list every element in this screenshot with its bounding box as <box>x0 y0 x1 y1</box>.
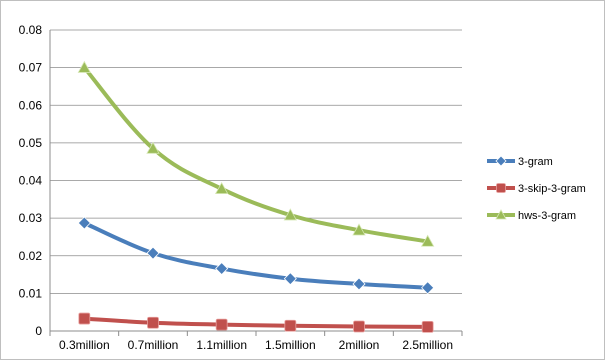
data-point <box>352 277 366 291</box>
series-hws-3-gram <box>77 60 435 247</box>
legend-entry: 3-skip-3-gram <box>487 183 586 195</box>
y-tick-label: 0 <box>35 324 42 338</box>
legend-marker <box>495 155 507 167</box>
data-point <box>283 208 298 221</box>
y-tick-label: 0.04 <box>19 174 43 188</box>
data-point <box>78 312 91 325</box>
data-point <box>420 234 435 247</box>
y-tick-label: 0.03 <box>19 211 43 225</box>
y-tick-label: 0.07 <box>19 61 43 75</box>
series-3-skip-3-gram <box>78 312 434 333</box>
legend-label: 3-gram <box>518 156 553 168</box>
legend-marker <box>495 209 507 220</box>
series-line <box>82 316 430 329</box>
series-line <box>82 65 430 244</box>
x-tick-label: 1.5million <box>265 338 316 352</box>
y-tick-label: 0.08 <box>19 23 43 37</box>
data-point <box>146 141 160 154</box>
y-tick-labels: 0 0.01 0.02 0.03 0.04 0.05 0.06 0.07 0.08 <box>19 23 43 338</box>
legend-label: 3-skip-3-gram <box>518 183 586 195</box>
legend: 3-gram 3-skip-3-gram hws-3-gram <box>487 155 586 222</box>
data-point <box>421 320 434 333</box>
data-point <box>146 246 160 260</box>
x-tick-label: 1.1million <box>196 338 247 352</box>
axes <box>49 30 463 336</box>
data-point <box>214 181 229 194</box>
data-point <box>283 272 297 286</box>
legend-entry: hws-3-gram <box>487 209 576 222</box>
series-3-gram <box>77 216 435 295</box>
y-tick-label: 0.06 <box>19 98 43 112</box>
data-point <box>421 281 435 295</box>
x-tick-labels: 0.3million 0.7million 1.1million 1.5million… <box>59 338 453 352</box>
data-point <box>77 60 92 73</box>
grid-lines <box>50 29 462 294</box>
data-point <box>352 223 366 236</box>
data-point <box>215 318 228 331</box>
legend-label: hws-3-gram <box>518 210 576 222</box>
data-point <box>284 319 297 332</box>
data-point <box>353 320 365 333</box>
data-point <box>215 261 229 276</box>
series <box>77 60 435 333</box>
data-point <box>77 216 91 230</box>
legend-entry: 3-gram <box>487 155 553 168</box>
legend-marker <box>496 183 506 193</box>
x-tick-label: 0.7million <box>128 338 179 352</box>
y-tick-label: 0.05 <box>19 136 43 150</box>
data-point <box>147 316 159 329</box>
series-line <box>82 221 430 290</box>
y-tick-label: 0.01 <box>19 286 43 300</box>
x-tick-label: 2million <box>339 338 380 352</box>
x-tick-label: 2.5million <box>402 338 453 352</box>
x-tick-label: 0.3million <box>59 338 110 352</box>
y-tick-label: 0.02 <box>19 249 43 263</box>
